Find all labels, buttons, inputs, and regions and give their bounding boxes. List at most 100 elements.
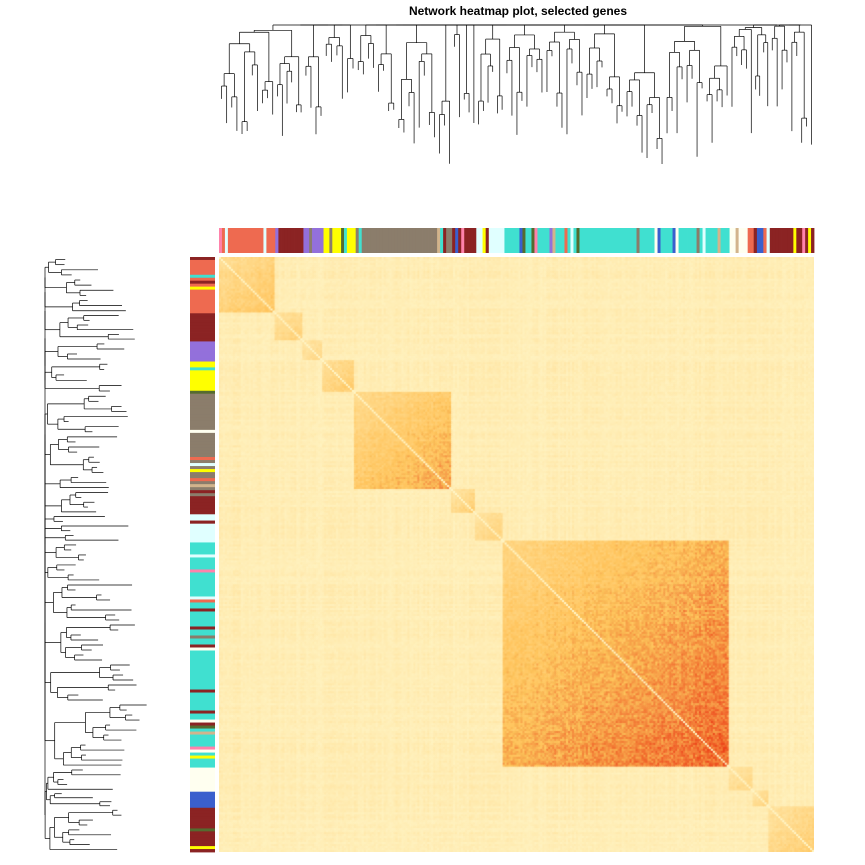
module-color-cell xyxy=(666,228,670,253)
module-color-cell xyxy=(525,228,529,253)
module-color-cell xyxy=(642,228,646,253)
module-color-cell xyxy=(190,614,215,618)
module-color-cell xyxy=(190,271,215,276)
module-color-cell xyxy=(190,502,215,506)
module-color-cell xyxy=(190,828,215,832)
module-color-cell xyxy=(190,743,215,747)
module-color-cell xyxy=(239,228,244,253)
module-color-cell xyxy=(190,798,215,802)
module-color-cell xyxy=(190,578,215,582)
heatmap-area xyxy=(219,257,814,852)
module-color-cell xyxy=(190,605,215,609)
module-color-cell xyxy=(672,228,676,253)
module-color-cell xyxy=(645,228,649,253)
module-color-cell xyxy=(190,361,215,365)
module-color-cell xyxy=(657,228,661,253)
module-color-cell xyxy=(190,505,215,509)
module-color-cell xyxy=(391,228,396,253)
module-color-cell xyxy=(443,228,447,253)
module-color-cell xyxy=(190,689,215,693)
module-color-cell xyxy=(190,764,215,768)
module-color-cell xyxy=(236,228,241,253)
module-color-cell xyxy=(190,599,215,603)
module-color-cell xyxy=(663,228,667,253)
module-color-cell xyxy=(570,228,574,253)
module-color-cell xyxy=(766,228,771,253)
module-color-cell xyxy=(546,228,550,253)
module-color-cell xyxy=(394,228,399,253)
module-color-cell xyxy=(552,228,556,253)
module-color-cell xyxy=(811,228,815,253)
module-color-cell xyxy=(294,228,298,253)
module-color-cell xyxy=(594,228,598,253)
module-color-cell xyxy=(549,228,553,253)
module-color-cell xyxy=(419,228,423,253)
module-color-cell xyxy=(190,393,215,398)
module-color-cell xyxy=(290,228,295,253)
module-color-cell xyxy=(772,228,777,253)
module-color-cell xyxy=(495,228,499,253)
module-color-cell xyxy=(190,683,215,687)
module-color-cell xyxy=(190,572,215,576)
module-color-cell xyxy=(190,376,215,380)
module-color-cell xyxy=(615,228,619,253)
module-color-cell xyxy=(190,674,215,678)
module-color-cell xyxy=(434,228,438,253)
module-color-cell xyxy=(190,804,215,809)
module-color-cell xyxy=(190,722,215,726)
module-color-cell xyxy=(501,228,505,253)
module-color-cell xyxy=(190,469,215,473)
module-color-cell xyxy=(275,228,279,253)
module-color-cell xyxy=(190,650,215,654)
module-color-cell xyxy=(633,228,637,253)
module-color-cell xyxy=(190,740,215,744)
module-color-cell xyxy=(190,626,215,630)
module-color-cell xyxy=(349,228,354,253)
module-color-cell xyxy=(190,692,215,696)
module-color-cell xyxy=(190,816,215,820)
module-color-cell xyxy=(190,319,215,324)
module-color-cell xyxy=(190,426,215,431)
module-color-cell xyxy=(482,228,487,253)
module-color-cell xyxy=(190,539,215,543)
module-color-cell xyxy=(190,350,215,354)
module-color-cell xyxy=(461,228,465,253)
module-color-cell xyxy=(364,228,369,253)
module-color-cell xyxy=(675,228,679,253)
module-color-cell xyxy=(190,472,215,476)
module-color-cell xyxy=(379,228,384,253)
module-color-cell xyxy=(561,228,565,253)
module-color-cell xyxy=(190,801,215,805)
module-color-cell xyxy=(190,545,215,549)
module-color-cell xyxy=(567,228,571,253)
module-color-cell xyxy=(190,384,215,389)
module-color-cell xyxy=(190,341,215,345)
module-color-cell xyxy=(190,396,215,401)
module-color-cell xyxy=(190,704,215,708)
module-color-cell xyxy=(190,484,215,488)
module-color-cell xyxy=(190,292,215,296)
module-color-cell xyxy=(335,228,339,253)
module-color-cell xyxy=(190,338,215,342)
module-color-cell xyxy=(190,262,215,267)
module-color-cell xyxy=(190,259,215,264)
module-color-cell xyxy=(190,810,215,815)
module-color-cell xyxy=(190,447,215,452)
module-color-cell xyxy=(190,758,215,762)
module-color-cell xyxy=(190,752,215,756)
module-color-cell xyxy=(190,788,215,793)
module-color-cell xyxy=(190,701,215,705)
heatmap-canvas xyxy=(219,257,814,852)
module-color-cell xyxy=(190,364,215,368)
module-color-cell xyxy=(382,228,387,253)
module-color-cell xyxy=(190,665,215,669)
module-color-cell xyxy=(726,228,730,253)
module-color-cell xyxy=(717,228,721,253)
module-color-cell xyxy=(723,228,727,253)
module-color-cell xyxy=(190,490,215,494)
module-color-cell xyxy=(190,523,215,528)
module-color-cell xyxy=(190,653,215,657)
module-color-cell xyxy=(190,734,215,738)
module-color-cell xyxy=(190,794,215,799)
module-color-cell xyxy=(603,228,607,253)
